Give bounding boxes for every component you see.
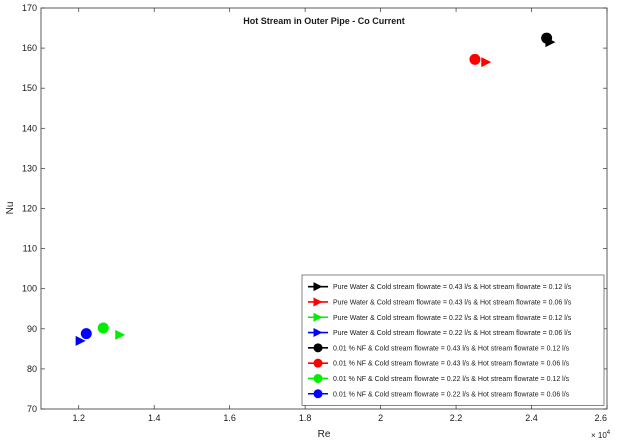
legend-item: 0.01 % NF & Cold stream flowrate = 0.22 …	[308, 373, 570, 383]
data-point-circle	[469, 53, 481, 65]
legend-box	[301, 274, 605, 406]
x-tick-label: 2	[378, 413, 383, 423]
x-axis-exponent-power: 4	[607, 430, 611, 436]
x-tick-label: 1.2	[72, 413, 85, 423]
y-tick-label: 80	[27, 364, 37, 374]
x-axis-label: Re	[318, 429, 331, 440]
data-markers	[75, 32, 556, 346]
legend-label: Pure Water & Cold stream flowrate = 0.22…	[333, 330, 572, 337]
legend-label: 0.01 % NF & Cold stream flowrate = 0.43 …	[333, 361, 570, 368]
y-axis-ticks: 70 80 90 100 110 120 130 140 150 160 170	[22, 3, 607, 414]
data-point-triangle	[115, 329, 126, 340]
legend-marker-triangle	[313, 297, 323, 307]
y-tick-label: 170	[22, 3, 37, 13]
legend-label: Pure Water & Cold stream flowrate = 0.43…	[333, 299, 572, 306]
legend-marker-circle	[313, 373, 323, 383]
legend-marker-circle	[313, 389, 323, 399]
data-point-triangle	[75, 335, 86, 346]
y-axis-label: Nu	[5, 202, 16, 215]
data-point-triangle	[481, 57, 492, 68]
y-tick-label: 100	[22, 284, 37, 294]
x-tick-label: 1.4	[148, 413, 161, 423]
x-tick-label: 1.8	[299, 413, 312, 423]
legend-item: 0.01 % NF & Cold stream flowrate = 0.43 …	[308, 343, 570, 353]
legend-item: Pure Water & Cold stream flowrate = 0.22…	[308, 328, 572, 338]
legend-item: 0.01 % NF & Cold stream flowrate = 0.43 …	[308, 358, 570, 368]
legend-item: Pure Water & Cold stream flowrate = 0.43…	[308, 282, 572, 292]
y-tick-label: 120	[22, 204, 37, 214]
x-axis-exponent-base: × 10	[591, 431, 607, 440]
legend-item: Pure Water & Cold stream flowrate = 0.43…	[308, 297, 572, 307]
y-tick-label: 110	[23, 244, 37, 254]
legend-label: 0.01 % NF & Cold stream flowrate = 0.22 …	[333, 391, 570, 398]
x-tick-label: 2.6	[594, 413, 607, 423]
legend-marker-triangle	[313, 282, 323, 292]
data-point-circle	[97, 322, 109, 334]
x-tick-label: 1.6	[223, 413, 236, 423]
data-point-circle	[541, 32, 553, 44]
y-tick-label: 150	[22, 83, 37, 93]
legend-marker-triangle	[313, 328, 323, 338]
legend-item: 0.01 % NF & Cold stream flowrate = 0.22 …	[308, 389, 570, 399]
legend-marker-triangle	[313, 312, 323, 322]
x-tick-label: 2.4	[525, 413, 538, 423]
legend-label: 0.01 % NF & Cold stream flowrate = 0.43 …	[333, 345, 570, 352]
y-tick-label: 130	[22, 163, 37, 173]
legend-label: Pure Water & Cold stream flowrate = 0.22…	[333, 315, 572, 322]
y-tick-label: 140	[22, 123, 37, 133]
legend-item: Pure Water & Cold stream flowrate = 0.22…	[308, 312, 572, 322]
legend-label: 0.01 % NF & Cold stream flowrate = 0.22 …	[333, 376, 570, 383]
data-point-circle	[80, 328, 92, 340]
legend-label: Pure Water & Cold stream flowrate = 0.43…	[333, 284, 572, 291]
x-tick-label: 2.2	[450, 413, 463, 423]
legend: Pure Water & Cold stream flowrate = 0.43…	[301, 274, 605, 406]
y-tick-label: 160	[22, 43, 37, 53]
y-tick-label: 90	[27, 324, 37, 334]
legend-marker-circle	[313, 343, 323, 353]
legend-marker-circle	[313, 358, 323, 368]
chart-title: Hot Stream in Outer Pipe - Co Current	[243, 16, 405, 26]
x-axis-exponent: × 104	[591, 430, 611, 440]
y-tick-label: 70	[27, 404, 37, 414]
